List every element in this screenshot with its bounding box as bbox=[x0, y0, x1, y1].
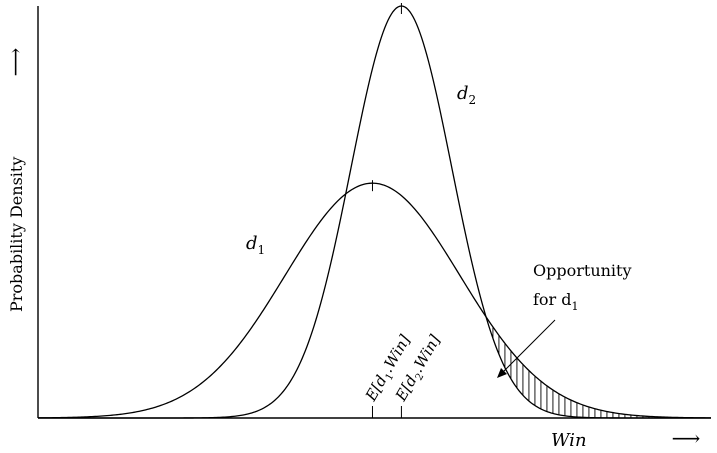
series-d2-curve bbox=[38, 5, 711, 419]
x-axis-arrow: ⟶ bbox=[672, 426, 701, 450]
annotation-opportunity: Opportunity bbox=[533, 261, 632, 280]
label-d2: d2 bbox=[457, 83, 476, 107]
annotation-arrowhead bbox=[497, 368, 507, 378]
series-d1-curve bbox=[37, 182, 712, 419]
opportunity-hatched-region bbox=[492, 326, 662, 418]
x-axis-label: Win bbox=[551, 430, 587, 451]
label-d1: d1 bbox=[246, 233, 265, 257]
y-axis-label: Probability Density bbox=[7, 157, 26, 312]
annotation-arrow bbox=[501, 319, 556, 374]
annotation-for-d1: for d1 bbox=[533, 290, 579, 313]
y-axis-arrow: ⟶ bbox=[3, 48, 27, 77]
